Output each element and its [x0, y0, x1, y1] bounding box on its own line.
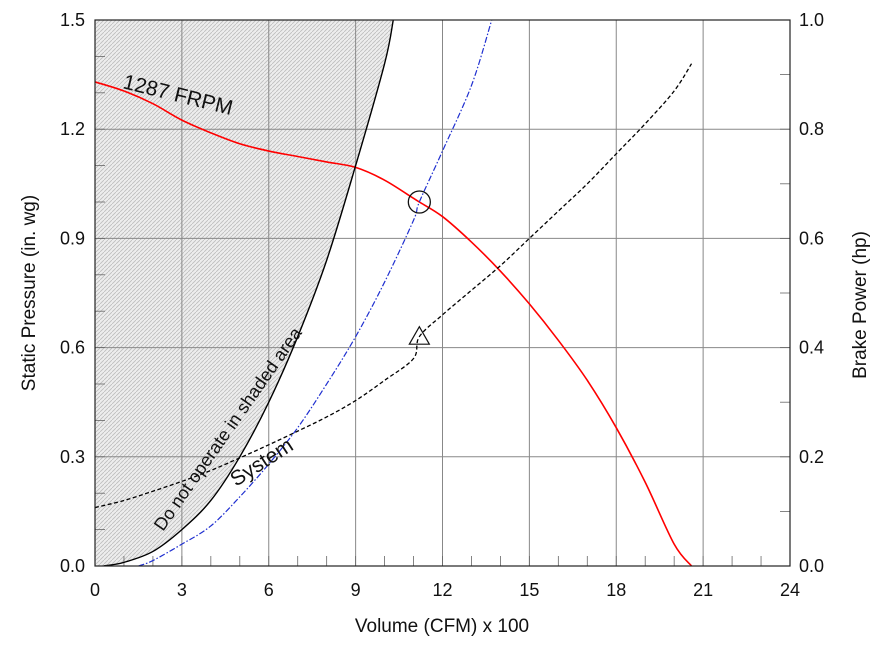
x-tick-label: 9 — [351, 580, 361, 600]
y-tick-label: 0.6 — [60, 338, 85, 358]
x-tick-label: 12 — [432, 580, 452, 600]
operating-point-triangle — [408, 325, 431, 345]
series-layer — [95, 20, 693, 566]
x-tick-label: 18 — [606, 580, 626, 600]
x-tick-labels: 0 3 6 9 12 15 18 21 24 — [90, 580, 800, 600]
series-line-fan — [95, 81, 693, 566]
y2-tick-label: 0.6 — [799, 228, 824, 248]
shaded-area — [95, 20, 394, 566]
plot-frame — [94, 19, 791, 567]
y-tick-label: 0.9 — [60, 228, 85, 248]
y-tick-label: 0.0 — [60, 556, 85, 576]
y-tick-label: 0.3 — [60, 447, 85, 467]
y2-tick-label: 0.4 — [799, 338, 824, 358]
series-line-power — [95, 63, 693, 509]
x-tick-label: 3 — [177, 580, 187, 600]
y2-tick-label: 0.0 — [799, 556, 824, 576]
y-tick-labels: 0.0 0.3 0.6 0.9 1.2 1.5 — [60, 10, 85, 576]
shaded-area-fill — [95, 20, 394, 566]
x-tick-label: 15 — [519, 580, 539, 600]
x-axis-title: Volume (CFM) x 100 — [355, 616, 529, 637]
x-tick-label: 6 — [264, 580, 274, 600]
grid — [95, 20, 790, 566]
y-axis-title: Static Pressure (in. wg) — [19, 195, 40, 391]
y2-tick-label: 0.8 — [799, 119, 824, 139]
series-line-limit — [103, 20, 394, 566]
y-tick-label: 1.2 — [60, 119, 85, 139]
y-tick-label: 1.5 — [60, 10, 85, 30]
y2-tick-label: 0.2 — [799, 447, 824, 467]
x-tick-label: 0 — [90, 580, 100, 600]
operating-point-circle — [407, 190, 431, 214]
x-tick-label: 21 — [693, 580, 713, 600]
y2-tick-labels: 0.0 0.2 0.4 0.6 0.8 1.0 — [799, 10, 824, 576]
y2-axis-title: Brake Power (hp) — [850, 231, 871, 379]
series-line-system — [138, 20, 493, 566]
marker-layer — [407, 190, 431, 345]
x-tick-label: 24 — [780, 580, 800, 600]
y2-tick-label: 1.0 — [799, 10, 824, 30]
